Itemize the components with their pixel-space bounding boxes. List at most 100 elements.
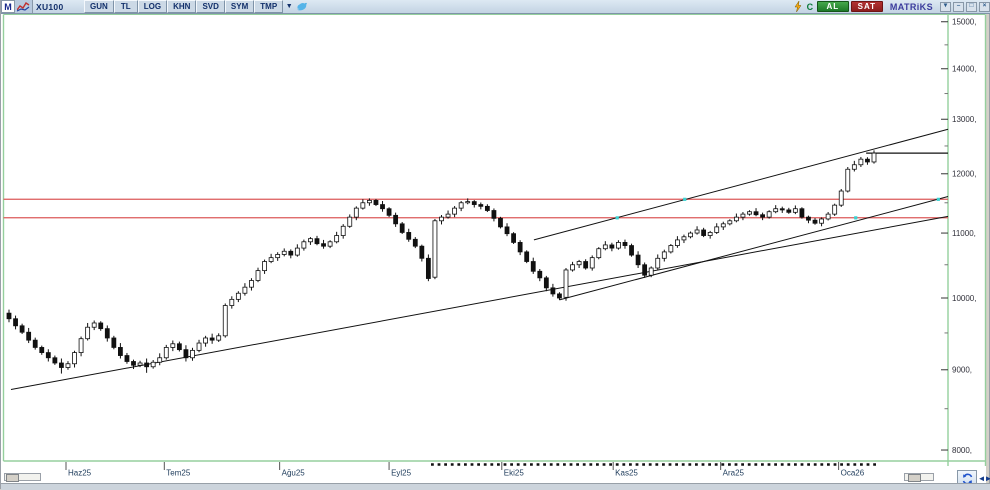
quick-trade-button[interactable]: [792, 0, 804, 13]
candle: [145, 363, 149, 367]
sell-button[interactable]: SAT: [851, 1, 883, 12]
candle: [793, 209, 797, 213]
candle: [263, 262, 267, 271]
candle: [7, 313, 11, 319]
candle: [295, 248, 299, 255]
candle: [367, 200, 371, 202]
panel-dropdown-button[interactable]: ▾: [940, 2, 951, 12]
candle: [243, 287, 247, 293]
y-axis-label: 8000,: [952, 446, 972, 455]
candle: [426, 258, 430, 278]
candle: [381, 205, 385, 209]
nav-left-icon[interactable]: ◄: [978, 474, 985, 483]
toolbar-button-tl[interactable]: TL: [114, 0, 138, 13]
chevron-down-icon[interactable]: ▼: [283, 0, 295, 13]
candle: [682, 237, 686, 240]
right-mini-scrollbar[interactable]: [904, 473, 934, 481]
candle: [741, 214, 745, 217]
x-axis-label: Ara25: [723, 469, 745, 478]
candle: [394, 215, 398, 224]
trendline-handle[interactable]: [616, 216, 619, 219]
candle: [865, 159, 869, 162]
trendline-handle[interactable]: [683, 198, 686, 201]
matriks-logo-button[interactable]: M: [1, 0, 15, 13]
candle: [439, 217, 443, 221]
candle: [158, 358, 162, 362]
candle: [643, 265, 647, 275]
candle: [669, 246, 673, 252]
candle: [269, 258, 273, 262]
candle: [92, 323, 96, 327]
minimize-button[interactable]: –: [953, 2, 964, 12]
candle: [341, 226, 345, 235]
toolbar-button-khn[interactable]: KHN: [167, 0, 196, 13]
toolbar-button-log[interactable]: LOG: [138, 0, 167, 13]
left-scrollbar-thumb[interactable]: [6, 474, 19, 482]
candle: [800, 209, 804, 217]
chart-type-button[interactable]: [15, 0, 33, 13]
candle: [164, 347, 168, 357]
toolbar-button-svd[interactable]: SVD: [196, 0, 224, 13]
candle: [79, 339, 83, 353]
candle: [387, 209, 391, 216]
candle: [177, 344, 181, 350]
candle: [505, 227, 509, 234]
candle: [348, 217, 352, 226]
candle: [171, 344, 175, 348]
matriks-logo-letter: M: [4, 2, 12, 12]
x-axis-label: Kas25: [615, 469, 638, 478]
candle: [354, 208, 358, 217]
toolbar-button-gun[interactable]: GUN: [84, 0, 114, 13]
candle: [466, 202, 470, 203]
candle: [282, 251, 286, 254]
candle: [472, 202, 476, 205]
trendline-handle[interactable]: [937, 198, 940, 201]
twitter-bird-icon: [297, 2, 308, 11]
plot-background: [1, 14, 986, 483]
candle: [256, 271, 260, 281]
toolbar-button-tmp[interactable]: TMP: [254, 0, 283, 13]
candle: [328, 242, 332, 246]
refresh-data-button[interactable]: C: [804, 0, 816, 13]
candle: [584, 262, 588, 268]
candle: [407, 232, 411, 239]
candle: [787, 210, 791, 212]
trendline-handle[interactable]: [854, 216, 857, 219]
candle: [577, 262, 581, 265]
candle: [223, 306, 227, 336]
candle: [105, 329, 109, 338]
buy-button[interactable]: AL: [817, 1, 849, 12]
candle: [780, 209, 784, 210]
right-scrollbar-thumb[interactable]: [908, 474, 921, 482]
candle: [839, 191, 843, 205]
nav-right-icon[interactable]: ►: [985, 474, 990, 483]
restore-button[interactable]: □: [966, 2, 977, 12]
candle: [151, 362, 155, 367]
candle: [453, 208, 457, 214]
close-button[interactable]: ×: [979, 2, 990, 12]
twitter-share-button[interactable]: [295, 0, 309, 13]
x-axis-label: Tem25: [166, 469, 191, 478]
x-axis-label: Eyl25: [391, 469, 412, 478]
y-axis-label: 9000,: [952, 366, 972, 375]
candle: [630, 246, 634, 256]
candle: [230, 299, 234, 305]
x-axis-label: Haz25: [68, 469, 92, 478]
candle: [217, 336, 221, 340]
candle: [754, 212, 758, 215]
candle: [53, 358, 57, 363]
candle: [557, 294, 561, 298]
toolbar-button-sym[interactable]: SYM: [225, 0, 254, 13]
candle: [649, 268, 653, 275]
toolbar-spacer: [309, 0, 792, 13]
candle: [616, 242, 620, 248]
candle: [492, 211, 496, 219]
symbol-text: XU100: [36, 2, 64, 12]
left-mini-scrollbar[interactable]: [4, 473, 41, 481]
candle: [99, 323, 103, 329]
candle: [249, 281, 253, 288]
